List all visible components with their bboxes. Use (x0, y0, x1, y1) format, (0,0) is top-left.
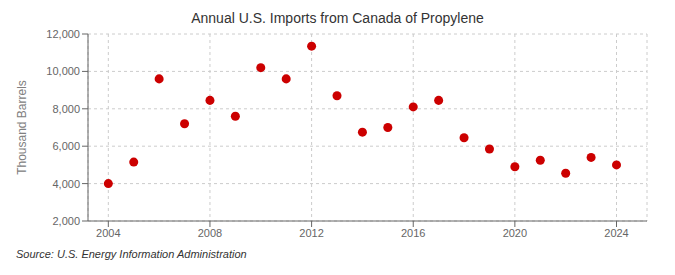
svg-text:2024: 2024 (604, 227, 628, 239)
svg-text:2016: 2016 (401, 227, 425, 239)
html-text:Annual U.S. Imports from Canad: Annual U.S. Imports from Canada of Propy… (191, 10, 484, 26)
html-text:Source: U.S. Energy Informatio: Source: U.S. Energy Information Administ… (16, 248, 247, 260)
svg-text:2020: 2020 (503, 227, 527, 239)
svg-text:4,000: 4,000 (52, 178, 80, 190)
svg-text:6,000: 6,000 (52, 140, 80, 152)
svg-text:Thousand Barrels: Thousand Barrels (15, 80, 29, 175)
svg-text:12,000: 12,000 (46, 28, 80, 40)
svg-text:2008: 2008 (198, 227, 222, 239)
svg-text:10,000: 10,000 (46, 65, 80, 77)
svg-text:8,000: 8,000 (52, 103, 80, 115)
svg-text:2,000: 2,000 (52, 215, 80, 227)
svg-text:2004: 2004 (96, 227, 120, 239)
svg-text:2012: 2012 (299, 227, 323, 239)
